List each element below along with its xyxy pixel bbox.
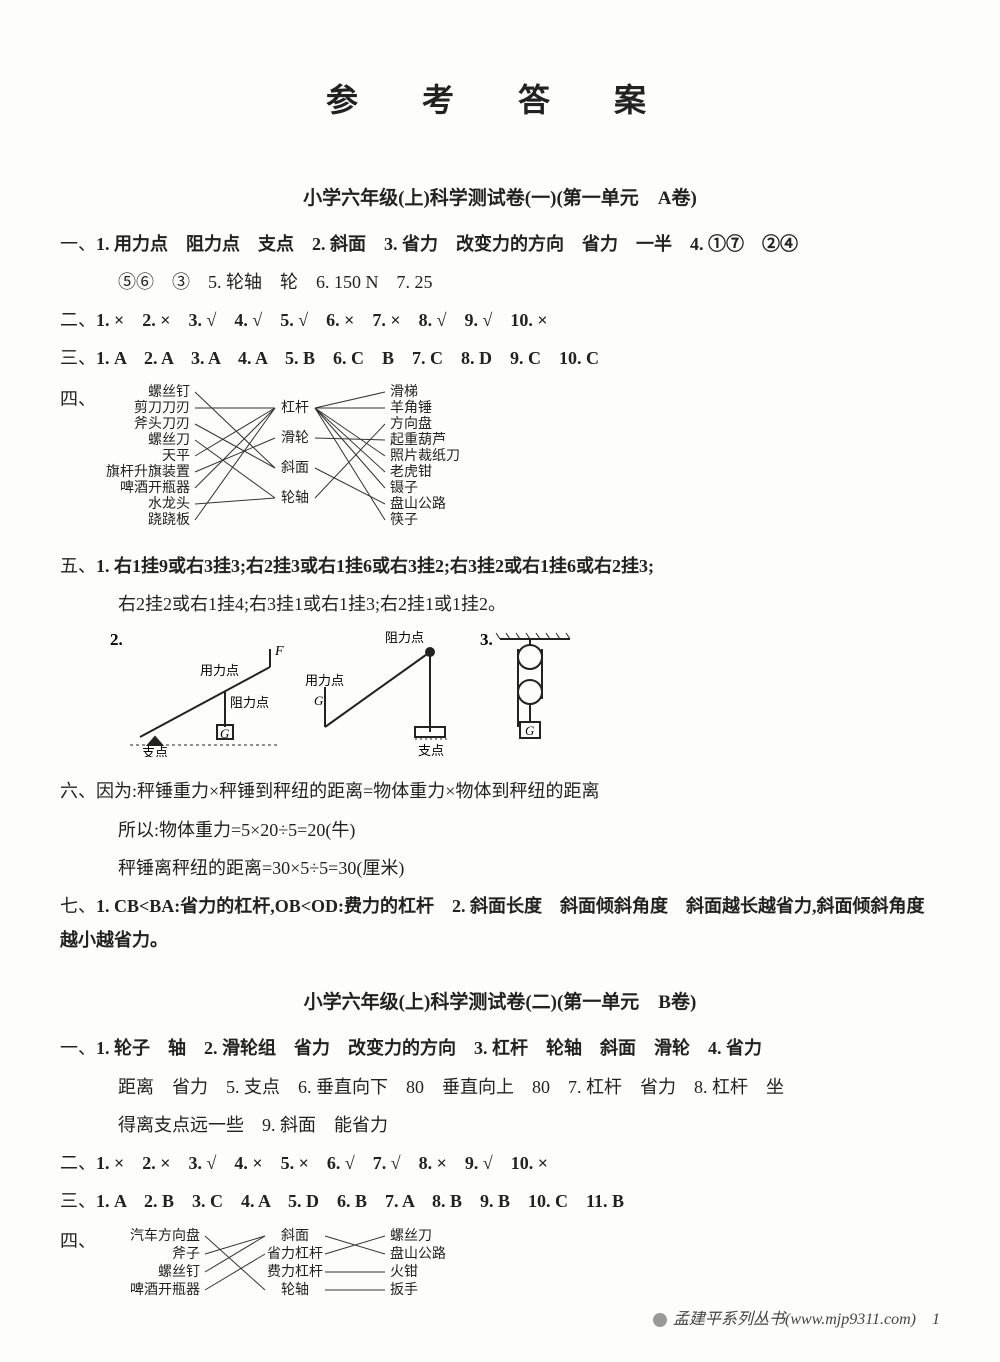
svg-text:费力杠杆: 费力杠杆 xyxy=(267,1264,323,1280)
page-title: 参 考 答 案 xyxy=(60,70,940,131)
t2-s2-label: 二、 xyxy=(60,1153,96,1173)
svg-text:跷跷板: 跷跷板 xyxy=(148,511,190,528)
t1-s6-l0: 因为:秤锤重力×秤锤到秤纽的距离=物体重力×物体到秤纽的距离 xyxy=(96,781,599,801)
test2-heading: 小学六年级(上)科学测试卷(二)(第一单元 B卷) xyxy=(60,985,940,1021)
svg-text:水龙头: 水龙头 xyxy=(148,496,190,512)
t1-s5-line0: 1. 右1挂9或右3挂3;右2挂3或右1挂6或右3挂2;右3挂2或右1挂6或右2… xyxy=(96,556,654,576)
svg-text:2.: 2. xyxy=(110,630,123,649)
footer-dot-icon xyxy=(653,1313,667,1327)
t1-s7: 七、1. CB<BA:省力的杠杆,OB<OD:费力的杠杆 2. 斜面长度 斜面倾… xyxy=(60,889,940,957)
svg-text:斧子: 斧子 xyxy=(172,1246,200,1262)
svg-text:盘山公路: 盘山公路 xyxy=(390,495,446,512)
svg-text:3.: 3. xyxy=(480,630,493,649)
t2-s1: 一、1. 轮子 轴 2. 滑轮组 省力 改变力的方向 3. 杠杆 轮轴 斜面 滑… xyxy=(60,1031,940,1065)
svg-text:照片裁纸刀: 照片裁纸刀 xyxy=(390,448,460,464)
t1-s6: 六、因为:秤锤重力×秤锤到秤纽的距离=物体重力×物体到秤纽的距离 xyxy=(60,774,940,808)
matching-diagram-1: 螺丝钉 剪刀刀刃 斧头刀刃 螺丝刀 天平 旗杆升旗装置 啤酒开瓶器 水龙头 跷跷… xyxy=(100,382,520,532)
t2-s3-text: 1. A 2. B 3. C 4. A 5. D 6. B 7. A 8. B … xyxy=(96,1191,624,1211)
svg-text:G: G xyxy=(525,723,535,738)
t1-s3-text: 1. A 2. A 3. A 4. A 5. B 6. C B 7. C 8. … xyxy=(96,348,599,368)
svg-text:用力点: 用力点 xyxy=(305,673,344,688)
t1-s5-line1: 右2挂2或右1挂4;右3挂1或右1挂3;右2挂1或1挂2。 xyxy=(60,587,940,621)
t1-s5: 五、1. 右1挂9或右3挂3;右2挂3或右1挂6或右3挂2;右3挂2或右1挂6或… xyxy=(60,549,940,583)
t2-s1-label: 一、 xyxy=(60,1038,96,1058)
svg-text:滑轮: 滑轮 xyxy=(281,429,309,446)
svg-text:杠杆: 杠杆 xyxy=(281,400,309,416)
t1-s7-text: 1. CB<BA:省力的杠杆,OB<OD:费力的杠杆 2. 斜面长度 斜面倾斜角… xyxy=(60,896,925,950)
svg-text:轮轴: 轮轴 xyxy=(281,490,309,506)
svg-text:螺丝刀: 螺丝刀 xyxy=(390,1228,432,1244)
footer-text: 孟建平系列丛书(www.mjp9311.com) 1 xyxy=(673,1311,940,1328)
t2-s2: 二、1. × 2. × 3. √ 4. × 5. × 6. √ 7. √ 8. … xyxy=(60,1146,940,1180)
t1-s6-l1: 所以:物体重力=5×20÷5=20(牛) xyxy=(60,813,940,847)
svg-text:斜面: 斜面 xyxy=(281,1228,309,1244)
test1-heading: 小学六年级(上)科学测试卷(一)(第一单元 A卷) xyxy=(60,181,940,217)
svg-text:螺丝钉: 螺丝钉 xyxy=(158,1264,200,1280)
svg-text:螺丝钉: 螺丝钉 xyxy=(148,384,190,400)
svg-text:G: G xyxy=(220,726,230,741)
t1-s3: 三、1. A 2. A 3. A 4. A 5. B 6. C B 7. C 8… xyxy=(60,341,940,375)
t2-s1-l1: 距离 省力 5. 支点 6. 垂直向下 80 垂直向上 80 7. 杠杆 省力 … xyxy=(60,1070,940,1104)
matching-diagram-2: 汽车方向盘 斧子 螺丝钉 啤酒开瓶器 斜面 省力杠杆 费力杠杆 轮轴 螺丝刀 盘… xyxy=(100,1224,520,1304)
svg-text:老虎钳: 老虎钳 xyxy=(390,464,432,480)
t1-s2-text: 1. × 2. × 3. √ 4. √ 5. √ 6. × 7. × 8. √ … xyxy=(96,310,548,330)
svg-text:阻力点: 阻力点 xyxy=(230,695,269,710)
svg-text:轮轴: 轮轴 xyxy=(281,1282,309,1298)
t1-s7-label: 七、 xyxy=(60,896,96,916)
svg-text:羊角锤: 羊角锤 xyxy=(390,400,432,416)
t1-s1-line1: ⑤⑥ ③ 5. 轮轴 轮 6. 150 N 7. 25 xyxy=(60,265,940,299)
svg-text:用力点: 用力点 xyxy=(200,663,239,678)
t2-s4: 四、 汽车方向盘 斧子 螺丝钉 啤酒开瓶器 斜面 省力杠杆 费力杠杆 轮轴 螺丝… xyxy=(60,1224,940,1315)
svg-text:天平: 天平 xyxy=(162,449,190,464)
svg-text:支点: 支点 xyxy=(418,743,444,757)
t1-s2: 二、1. × 2. × 3. √ 4. √ 5. √ 6. × 7. × 8. … xyxy=(60,303,940,337)
svg-text:啤酒开瓶器: 啤酒开瓶器 xyxy=(130,1282,200,1298)
svg-text:省力杠杆: 省力杠杆 xyxy=(267,1246,323,1262)
footer: 孟建平系列丛书(www.mjp9311.com) 1 xyxy=(653,1305,940,1335)
svg-text:F: F xyxy=(274,644,284,659)
svg-text:剪刀刀刃: 剪刀刀刃 xyxy=(134,400,190,416)
svg-text:起重葫芦: 起重葫芦 xyxy=(390,432,446,448)
svg-text:G: G xyxy=(314,693,324,708)
t1-s1-label: 一、 xyxy=(60,234,96,254)
svg-text:斧头刀刃: 斧头刀刃 xyxy=(134,416,190,432)
svg-text:镊子: 镊子 xyxy=(390,480,418,496)
t1-s1-line0: 1. 用力点 阻力点 支点 2. 斜面 3. 省力 改变力的方向 省力 一半 4… xyxy=(96,234,798,254)
t1-s6-l2: 秤锤离秤纽的距离=30×5÷5=30(厘米) xyxy=(60,851,940,885)
t2-s3: 三、1. A 2. B 3. C 4. A 5. D 6. B 7. A 8. … xyxy=(60,1184,940,1218)
t1-s5-label: 五、 xyxy=(60,556,96,576)
t2-s3-label: 三、 xyxy=(60,1191,96,1211)
t2-s4-label: 四、 xyxy=(60,1224,100,1258)
t1-s5-figures: 2. 用力点 F 阻力点 G 支点 阻力点 用力点 G 支 xyxy=(100,627,940,768)
t1-s6-label: 六、 xyxy=(60,781,96,801)
svg-text:斜面: 斜面 xyxy=(281,460,309,476)
t2-s2-text: 1. × 2. × 3. √ 4. × 5. × 6. √ 7. √ 8. × … xyxy=(96,1153,548,1173)
svg-text:汽车方向盘: 汽车方向盘 xyxy=(130,1227,200,1244)
svg-text:盘山公路: 盘山公路 xyxy=(390,1245,446,1262)
t2-s1-l0: 1. 轮子 轴 2. 滑轮组 省力 改变力的方向 3. 杠杆 轮轴 斜面 滑轮 … xyxy=(96,1038,762,1058)
t1-s4-label: 四、 xyxy=(60,382,100,416)
svg-text:阻力点: 阻力点 xyxy=(385,630,424,645)
svg-text:扳手: 扳手 xyxy=(390,1282,418,1298)
svg-text:啤酒开瓶器: 啤酒开瓶器 xyxy=(120,480,190,496)
t1-s2-label: 二、 xyxy=(60,310,96,330)
svg-text:火钳: 火钳 xyxy=(390,1264,418,1280)
t2-s1-l2: 得离支点远一些 9. 斜面 能省力 xyxy=(60,1108,940,1142)
t1-s1: 一、1. 用力点 阻力点 支点 2. 斜面 3. 省力 改变力的方向 省力 一半… xyxy=(60,227,940,261)
svg-text:支点: 支点 xyxy=(142,745,168,757)
svg-text:筷子: 筷子 xyxy=(390,511,418,528)
svg-text:旗杆升旗装置: 旗杆升旗装置 xyxy=(106,464,190,480)
svg-text:螺丝刀: 螺丝刀 xyxy=(148,432,190,448)
t1-s3-label: 三、 xyxy=(60,348,96,368)
t1-s4: 四、 螺丝钉 剪刀刀刃 斧头刀刃 螺丝刀 天平 旗杆升旗装置 啤酒开瓶器 水龙头… xyxy=(60,382,940,543)
svg-text:滑梯: 滑梯 xyxy=(390,383,418,400)
svg-text:方向盘: 方向盘 xyxy=(390,415,432,432)
